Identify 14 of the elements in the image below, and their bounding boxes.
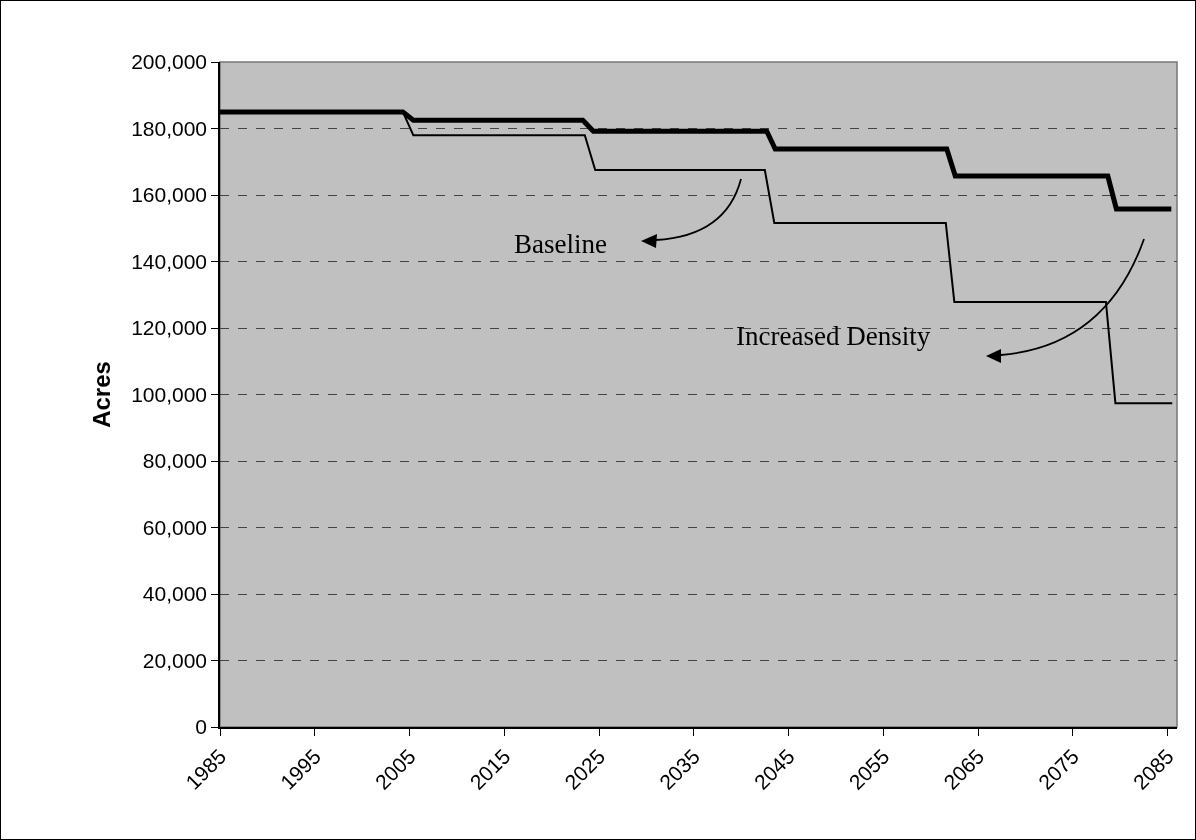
y-tick-label: 180,000 [131, 116, 208, 140]
y-tick-label: 60,000 [142, 515, 208, 539]
y-tick-label: 40,000 [142, 582, 208, 606]
y-tick-label: 120,000 [131, 316, 208, 340]
y-axis-title: Acres [87, 361, 115, 428]
annotation: Baseline [514, 229, 607, 259]
annotation: Increased Density [736, 321, 931, 351]
y-tick-label: 20,000 [142, 648, 208, 672]
y-tick-label: 200,000 [131, 50, 208, 74]
y-tick-label: 160,000 [131, 183, 208, 207]
y-tick-label: 80,000 [142, 449, 208, 473]
y-tick-label: 140,000 [131, 249, 208, 273]
y-tick-label: 100,000 [131, 382, 208, 406]
y-tick-label: 0 [195, 715, 208, 739]
